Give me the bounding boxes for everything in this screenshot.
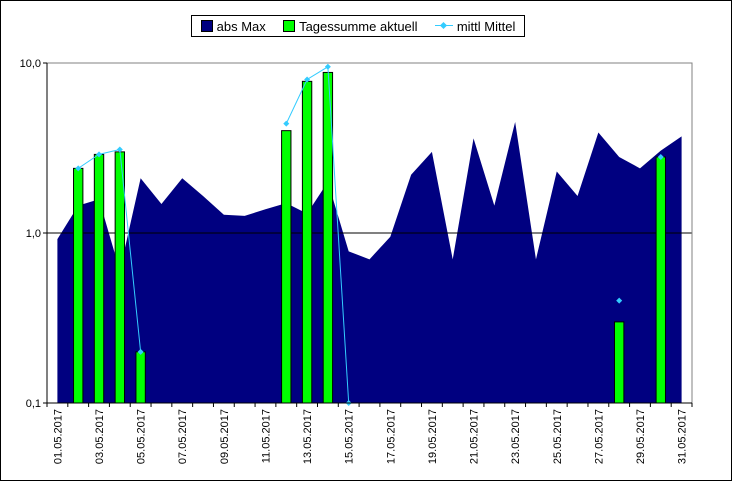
- bar-02.05.2017: [73, 167, 84, 404]
- x-tick-label: 03.05.2017: [94, 409, 106, 464]
- point-13.05.2017: [304, 76, 311, 83]
- legend-diamond-icon: [439, 21, 447, 30]
- y-tick-label: 0,1: [26, 398, 41, 410]
- x-tick-label: 09.05.2017: [219, 409, 231, 464]
- x-tick-label: 27.05.2017: [593, 409, 605, 464]
- bar-12.05.2017: [281, 130, 292, 404]
- area-layer: [47, 63, 692, 404]
- line-layer: [75, 63, 664, 406]
- legend: abs Max Tagessumme aktuell mittl Mittel: [191, 15, 525, 37]
- x-tick-label: 13.05.2017: [302, 409, 314, 464]
- legend-label-abs-max: abs Max: [216, 18, 266, 34]
- point-30.05.2017: [657, 153, 664, 160]
- x-tick-label: 05.05.2017: [136, 409, 148, 464]
- line-segment-mittl-mittel: [285, 65, 350, 404]
- bar-04.05.2017: [114, 151, 126, 404]
- point-03.05.2017: [96, 151, 103, 158]
- x-tick-label: 17.05.2017: [385, 409, 397, 464]
- area-abs-max: [57, 121, 682, 404]
- bar-05.05.2017: [135, 351, 146, 404]
- x-tick-label: 07.05.2017: [177, 409, 189, 464]
- x-tick-label: 19.05.2017: [427, 409, 439, 464]
- legend-item-abs-max: abs Max: [200, 18, 266, 34]
- x-tick-label: 31.05.2017: [677, 409, 689, 464]
- y-tick-label: 10,0: [20, 58, 41, 70]
- legend-label-mittl-mittel: mittl Mittel: [456, 18, 516, 34]
- bar-28.05.2017: [613, 321, 625, 404]
- line-segment-mittl-mittel: [77, 148, 142, 352]
- bar-13.05.2017: [301, 80, 313, 404]
- legend-label-tagessumme: Tagessumme aktuell: [299, 18, 418, 34]
- bar-30.05.2017: [655, 156, 666, 404]
- x-tick-label: 15.05.2017: [344, 409, 356, 464]
- legend-line-key-mittl-mittel: [434, 20, 453, 32]
- x-tick-label: 01.05.2017: [52, 409, 64, 464]
- point-12.05.2017: [283, 120, 290, 127]
- legend-item-tagessumme: Tagessumme aktuell: [283, 19, 418, 34]
- legend-item-mittl-mittel: mittl Mittel: [434, 18, 516, 34]
- x-tick-label: 11.05.2017: [260, 409, 272, 463]
- x-tick-label: 21.05.2017: [469, 409, 481, 464]
- point-28.05.2017: [616, 297, 623, 304]
- axes-layer: 0,1 1,0 10,0 01.05.2017 03.05.2017 05.05.2017…: [20, 58, 693, 464]
- bar-03.05.2017: [93, 153, 105, 404]
- x-tick-label: 23.05.2017: [510, 409, 522, 464]
- y-tick-label: 1,0: [26, 228, 41, 240]
- point-04.05.2017: [116, 146, 123, 153]
- point-05.05.2017: [137, 348, 144, 355]
- point-02.05.2017: [75, 165, 82, 172]
- x-tick-label: 25.05.2017: [552, 409, 564, 464]
- legend-swatch-abs-max: [200, 20, 213, 32]
- x-tick-label: 29.05.2017: [635, 409, 647, 464]
- legend-swatch-tagessumme: [283, 20, 296, 32]
- point-14.05.2017: [324, 63, 331, 70]
